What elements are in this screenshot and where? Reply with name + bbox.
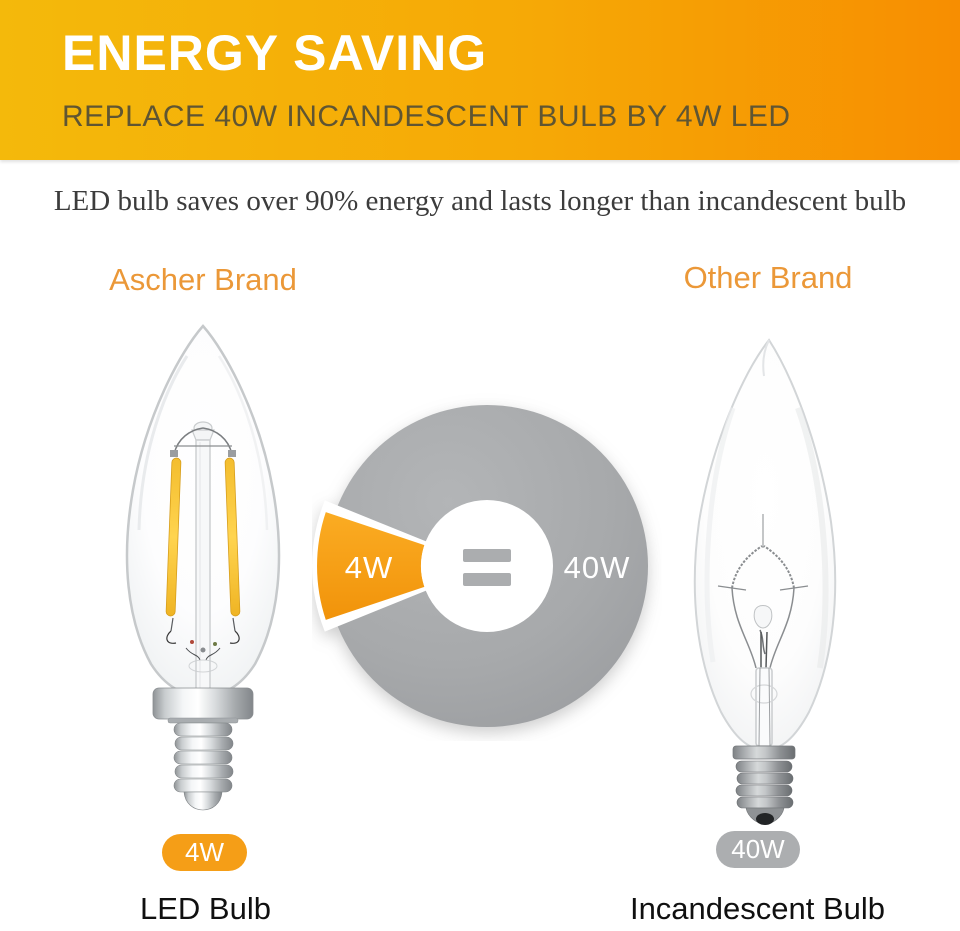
wattage-badge-incandescent-text: 40W	[731, 834, 785, 864]
wattage-badge-led-text: 4W	[185, 837, 224, 867]
page-title: ENERGY SAVING	[62, 25, 488, 81]
incandescent-bulb-image	[693, 338, 837, 825]
tagline-text: LED bulb saves over 90% energy and lasts…	[53, 185, 907, 217]
inc-base-contact-tip	[756, 813, 774, 825]
inc-screw-threads	[735, 760, 794, 809]
led-bulb-image	[125, 324, 281, 811]
inc-base-neck	[732, 745, 796, 760]
led-glass-stem	[195, 439, 211, 693]
led-screw-threads	[173, 722, 234, 793]
slice-label-4w: 4W	[345, 550, 394, 585]
page-subtitle: REPLACE 40W INCANDESCENT BULB BY 4W LED	[62, 100, 791, 133]
brand-label-ascher: Ascher Brand	[109, 262, 297, 297]
slice-label-40w: 40W	[564, 550, 631, 585]
bulb-label-led: LED Bulb	[140, 891, 271, 926]
equals-icon	[463, 549, 511, 586]
header-band: ENERGY SAVING REPLACE 40W INCANDESCENT B…	[0, 0, 960, 160]
led-base-collar	[152, 687, 254, 720]
wattage-donut-chart: 4W 40W	[312, 405, 648, 727]
brand-label-other: Other Brand	[683, 260, 853, 295]
inc-filament	[717, 514, 809, 669]
wattage-badge-incandescent: 40W	[716, 831, 800, 868]
led-base-tip	[183, 791, 223, 811]
bulb-label-incandescent: Incandescent Bulb	[629, 891, 886, 926]
led-filament-right	[224, 457, 241, 617]
led-filament-left	[165, 457, 182, 617]
wattage-badge-led: 4W	[162, 834, 247, 871]
donut-center-hole	[421, 500, 553, 632]
donut-orange-slice	[317, 512, 425, 620]
